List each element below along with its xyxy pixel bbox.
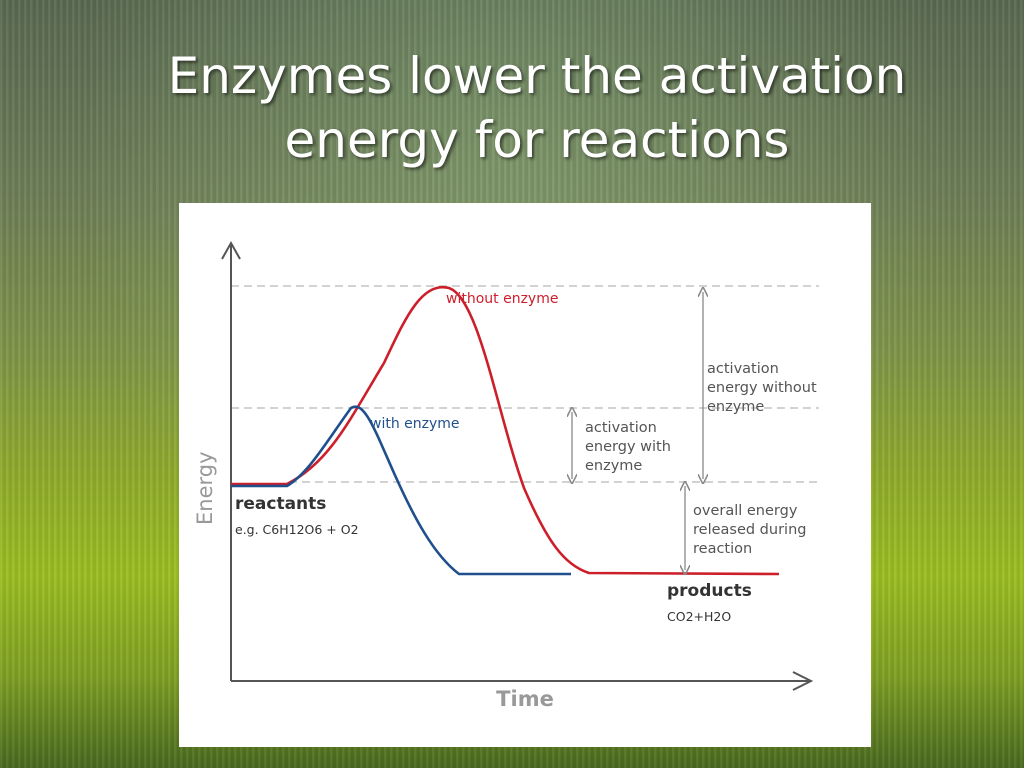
label-with-enzyme: with enzyme — [370, 416, 460, 432]
x-axis-arrowhead — [792, 671, 814, 691]
slide-title-line-1: Enzymes lower the activation — [167, 47, 907, 105]
y-axis-label: Energy — [193, 451, 217, 525]
annotation-with-line-2: energy with — [585, 439, 671, 455]
annotation-with-line-1: activation — [585, 420, 657, 436]
diagram-panel: without enzyme with enzyme activation en… — [179, 203, 871, 747]
x-axis-label: Time — [496, 687, 554, 711]
products-example: CO2+H2O — [667, 609, 731, 624]
y-axis-arrowhead — [221, 240, 241, 260]
annotation-released-line-3: reaction — [693, 541, 752, 557]
annotation-without-line-2: energy without — [707, 380, 817, 396]
energy-diagram: without enzyme with enzyme activation en… — [193, 240, 821, 711]
annotation-energy-released: overall energy released during reaction — [693, 503, 811, 557]
products-label: products — [667, 581, 752, 601]
reactants-example: e.g. C6H12O6 + O2 — [235, 522, 359, 537]
annotation-activation-with: activation energy with enzyme — [585, 420, 676, 474]
slide-title: Enzymes lower the activation energy for … — [100, 44, 974, 172]
slide-title-line-2: energy for reactions — [284, 111, 790, 169]
annotation-released-line-1: overall energy — [693, 503, 798, 519]
reactants-label: reactants — [235, 494, 326, 514]
annotation-without-line-1: activation — [707, 361, 779, 377]
curve-with-enzyme — [231, 405, 571, 576]
annotation-activation-without: activation energy without enzyme — [707, 361, 821, 415]
curve-without-enzyme — [231, 285, 780, 576]
label-without-enzyme: without enzyme — [446, 291, 558, 307]
annotation-released-line-2: released during — [693, 522, 806, 538]
annotation-with-line-3: enzyme — [585, 458, 642, 474]
annotation-without-line-3: enzyme — [707, 399, 764, 415]
